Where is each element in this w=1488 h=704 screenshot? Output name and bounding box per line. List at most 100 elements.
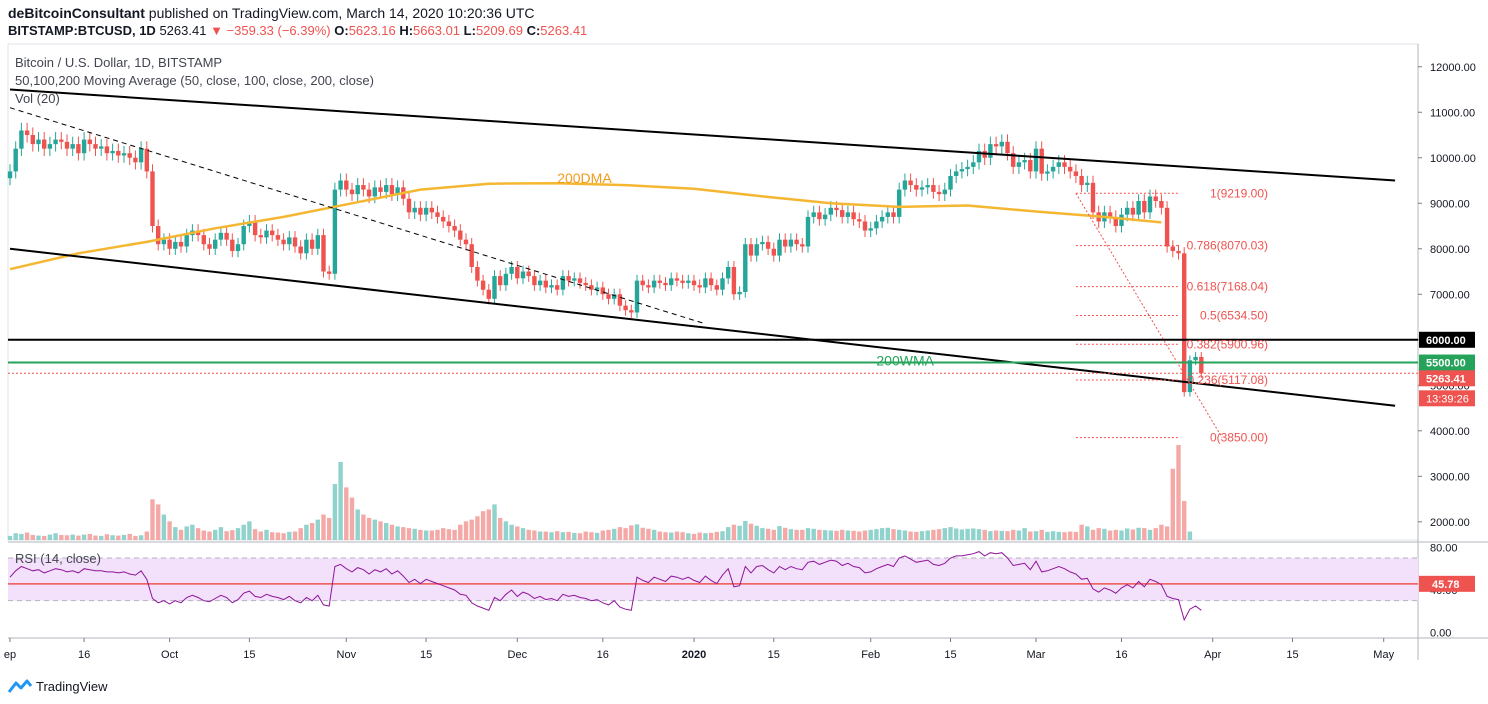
volume-bar [811, 528, 816, 540]
candle-body [617, 294, 623, 306]
volume-bar [384, 523, 389, 540]
volume-bar [515, 526, 520, 540]
candle-body [634, 280, 640, 313]
candle-body [13, 148, 18, 172]
price-tick-label: 2000.00 [1430, 517, 1470, 529]
volume-bar [982, 529, 987, 540]
candle-body [395, 187, 400, 195]
candle-body [640, 280, 645, 286]
time-tick-label: 15 [420, 649, 432, 661]
candle-body [332, 189, 338, 274]
volume-bar [1096, 528, 1101, 540]
publish-header: deBitcoinConsultant published on Trading… [8, 5, 535, 21]
candle-body [275, 235, 281, 240]
fib-trend-line [1075, 193, 1223, 438]
volume-bar [1062, 532, 1067, 540]
time-tick-label: Dec [508, 649, 528, 661]
candle-body [446, 221, 452, 227]
candle-body [19, 130, 24, 149]
candle-body [891, 212, 896, 217]
candle-body [720, 278, 725, 290]
volume-bar [857, 531, 862, 540]
candle-body [919, 187, 925, 190]
volume-bar [543, 531, 548, 540]
candle-body [1176, 251, 1181, 254]
volume-bar [70, 534, 75, 540]
volume-bar [195, 528, 201, 540]
volume-bar [925, 530, 930, 540]
rsi-tick-label: 0.00 [1430, 628, 1451, 640]
candle-body [1136, 200, 1141, 215]
candle-body [133, 157, 138, 163]
candle-body [213, 239, 218, 249]
candle-body [1050, 166, 1056, 172]
volume-bar [720, 531, 725, 540]
candle-body [1079, 175, 1084, 186]
volume-bar [1011, 529, 1016, 540]
volume-bar [549, 532, 554, 540]
candle-body [480, 280, 486, 290]
candle-body [463, 239, 469, 245]
volume-bar [874, 529, 879, 540]
volume-bar [708, 532, 714, 540]
volume-bar [828, 530, 833, 540]
candle-body [868, 228, 873, 231]
volume-bar [971, 528, 976, 540]
candle-body [338, 180, 343, 190]
candle-body [423, 207, 429, 215]
volume-bar [344, 487, 349, 540]
candle-body [794, 239, 799, 245]
volume-bar [498, 517, 503, 540]
volume-bar [30, 534, 35, 540]
volume-bar [423, 530, 429, 540]
candle-body [349, 189, 355, 195]
volume-bar [1176, 445, 1181, 540]
candle-body [914, 185, 919, 190]
volume-bar [560, 532, 566, 540]
dashed-downtrend-trendline [9, 107, 706, 325]
candle-body [623, 305, 628, 311]
candle-body [1107, 212, 1113, 217]
tradingview-footer[interactable]: TradingView [8, 678, 108, 694]
author-name[interactable]: deBitcoinConsultant [8, 5, 145, 21]
price-tick-label: 9000.00 [1430, 198, 1470, 210]
candle-body [993, 144, 999, 147]
candle-body [834, 207, 839, 211]
candle-body [651, 280, 657, 288]
chart-annotation: 200WMA [876, 353, 934, 369]
volume-bar [19, 533, 24, 540]
candle-body [327, 271, 332, 274]
volume-bar [851, 530, 856, 540]
volume-bar [138, 535, 144, 540]
level-5500-tag: 5500.00 [1426, 358, 1466, 370]
volume-bar [241, 524, 246, 540]
volume-bar [1090, 529, 1096, 540]
candle-body [87, 139, 92, 145]
candle-body [1068, 166, 1073, 172]
volume-bar [509, 524, 514, 540]
candle-body [800, 244, 805, 247]
price-tick-label: 12000.00 [1430, 62, 1476, 74]
candle-body [486, 289, 491, 299]
candle-body [976, 150, 982, 163]
volume-bar [572, 532, 577, 540]
candle-body [1113, 216, 1118, 227]
ma-legend: 50,100,200 Moving Average (50, close, 10… [15, 73, 374, 88]
volume-bar [1016, 530, 1022, 540]
volume-bar [1107, 530, 1113, 540]
candle-body [1182, 253, 1187, 393]
candle-body [828, 207, 833, 215]
volume-bar [999, 530, 1004, 540]
candle-body [458, 230, 463, 240]
candle-body [1016, 162, 1022, 167]
candle-body [36, 139, 41, 145]
candle-body [1011, 153, 1016, 167]
time-tick-label: 15 [1286, 649, 1298, 661]
candle-body [47, 144, 53, 149]
volume-bar [355, 509, 360, 540]
volume-bar [429, 530, 434, 540]
candle-body [150, 171, 155, 227]
candle-body [361, 185, 366, 190]
candle-body [298, 246, 303, 254]
